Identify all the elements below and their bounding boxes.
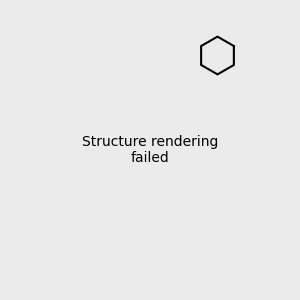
Text: Structure rendering
failed: Structure rendering failed — [82, 135, 218, 165]
